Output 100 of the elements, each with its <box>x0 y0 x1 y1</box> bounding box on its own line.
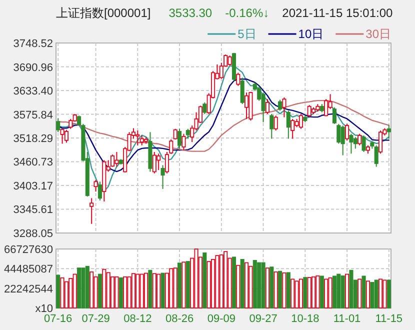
bar <box>98 274 102 308</box>
x-tick-label: 11-01 <box>333 313 361 325</box>
candlestick <box>68 118 73 130</box>
bar <box>81 268 86 308</box>
candlestick <box>64 129 68 144</box>
candlestick <box>349 133 354 154</box>
bar <box>286 272 290 308</box>
candlestick <box>324 98 328 117</box>
y-tick-label: 3575.84 <box>13 109 53 122</box>
candlestick <box>98 181 102 201</box>
candlestick <box>298 113 303 130</box>
bar <box>202 252 207 308</box>
bar <box>374 280 378 308</box>
candlestick <box>265 98 270 114</box>
x-tick-label: 09-09 <box>207 313 236 325</box>
bar <box>160 272 165 308</box>
bar <box>178 262 182 308</box>
y-tick-label: x10 <box>35 303 53 315</box>
x-tick-label: 08-26 <box>165 313 194 325</box>
y-tick-label: 66727630 <box>4 244 53 256</box>
candlestick <box>156 153 161 171</box>
candlestick <box>173 128 178 140</box>
candlestick <box>278 99 282 112</box>
candlestick <box>94 180 98 192</box>
candlestick <box>378 130 383 154</box>
y-tick-label: 3345.61 <box>13 204 53 216</box>
candlestick <box>182 133 186 151</box>
x-tick-label: 10-18 <box>291 313 320 325</box>
bar <box>261 262 266 308</box>
bar <box>257 262 262 308</box>
legend-label: 10日 <box>298 27 324 41</box>
candlestick <box>110 154 115 168</box>
legend-label: 30日 <box>366 27 391 41</box>
candlestick <box>274 115 278 131</box>
bar <box>56 274 60 308</box>
x-tick-label: 07-29 <box>82 313 110 325</box>
candlestick <box>60 128 64 144</box>
candlestick <box>160 164 165 190</box>
y-tick-label: 3748.52 <box>13 38 53 50</box>
text: -0.16%↓ <box>225 6 270 20</box>
text: 3533.30 <box>168 6 212 20</box>
candlestick <box>140 134 144 146</box>
candlestick <box>282 96 286 118</box>
candlestick <box>358 133 362 146</box>
candlestick <box>114 151 119 168</box>
y-tick-label: 3518.29 <box>13 133 53 145</box>
bar <box>252 260 257 308</box>
candlestick <box>178 128 182 150</box>
bar <box>336 274 341 308</box>
bar <box>386 280 391 308</box>
candlestick <box>261 92 266 123</box>
candlestick <box>202 102 207 114</box>
candlestick <box>336 123 341 144</box>
y-tick-label: 44485087 <box>4 264 53 276</box>
bar <box>349 270 354 308</box>
bar <box>278 270 282 308</box>
bar <box>186 261 190 308</box>
candlestick <box>340 125 345 156</box>
candlestick <box>386 124 391 140</box>
x-tick-label: 07-16 <box>44 313 72 325</box>
candlestick <box>290 118 295 140</box>
candlestick <box>345 123 350 141</box>
candlestick <box>270 113 274 140</box>
bar <box>270 266 274 308</box>
bar <box>332 276 336 308</box>
candlestick <box>332 106 336 124</box>
line-series <box>57 78 390 172</box>
y-tick-label: 22242544 <box>4 283 53 296</box>
bar <box>303 277 308 308</box>
candlestick <box>186 128 190 140</box>
x-tick-label: 09-27 <box>249 313 278 325</box>
bar <box>85 266 90 308</box>
chart-title: 上证指数[000001] <box>56 6 151 20</box>
candlestick <box>152 151 156 174</box>
bar <box>370 282 374 308</box>
y-tick-label: 3460.73 <box>13 156 53 169</box>
candlestick <box>236 72 240 86</box>
candlestick <box>362 134 366 152</box>
candlestick <box>374 144 378 168</box>
candlestick <box>353 136 358 150</box>
candlestick <box>228 55 232 66</box>
y-tick-label: 3403.17 <box>13 180 53 192</box>
bar <box>320 276 324 308</box>
bar <box>240 259 244 308</box>
bar <box>77 268 82 308</box>
candlestick <box>56 118 60 133</box>
bar <box>340 275 345 308</box>
candlestick <box>136 130 140 146</box>
x-tick-label: 11-15 <box>375 313 403 325</box>
candlestick <box>244 92 249 120</box>
legend-label: 5日 <box>238 27 256 41</box>
text: 2021-11-15 15:01:00 <box>282 6 394 20</box>
bar <box>362 276 366 308</box>
y-tick-label: 3690.96 <box>13 62 53 74</box>
y-tick-label: 3633.40 <box>13 86 53 98</box>
line-series <box>57 100 390 152</box>
x-tick-label: 08-12 <box>124 313 152 325</box>
candlestick <box>307 104 312 118</box>
candlestick <box>240 77 244 105</box>
candlestick <box>90 198 94 224</box>
